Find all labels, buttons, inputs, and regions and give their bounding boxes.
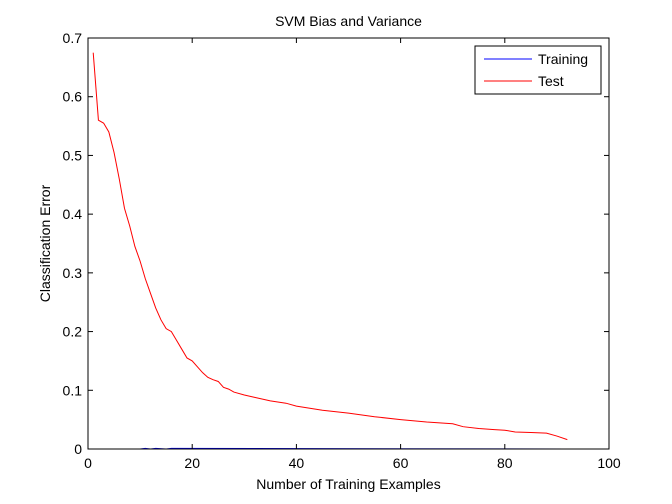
x-tick-label: 20 bbox=[184, 455, 200, 471]
legend-label-training: Training bbox=[538, 51, 588, 67]
y-tick-label: 0.3 bbox=[63, 265, 83, 281]
series-line-test bbox=[92, 52, 568, 441]
y-tick-label: 0.6 bbox=[63, 89, 83, 105]
y-tick-label: 0.7 bbox=[63, 30, 83, 46]
x-tick-label: 40 bbox=[289, 455, 305, 471]
y-tick-label: 0.2 bbox=[63, 324, 83, 340]
legend-box bbox=[474, 45, 602, 95]
chart-title: SVM Bias and Variance bbox=[275, 13, 422, 29]
y-tick-label: 0 bbox=[74, 441, 82, 457]
x-tick-label: 100 bbox=[597, 455, 621, 471]
y-tick-label: 0.5 bbox=[63, 147, 83, 163]
legend-label-test: Test bbox=[538, 73, 564, 89]
x-tick-label: 80 bbox=[497, 455, 513, 471]
x-tick-label: 60 bbox=[393, 455, 409, 471]
x-tick-label: 0 bbox=[84, 455, 92, 471]
y-axis-title: Classification Error bbox=[37, 184, 53, 302]
y-tick-label: 0.4 bbox=[63, 206, 83, 222]
axes-box bbox=[87, 37, 610, 450]
x-axis-title: Number of Training Examples bbox=[256, 476, 440, 492]
y-tick-label: 0.1 bbox=[63, 382, 83, 398]
